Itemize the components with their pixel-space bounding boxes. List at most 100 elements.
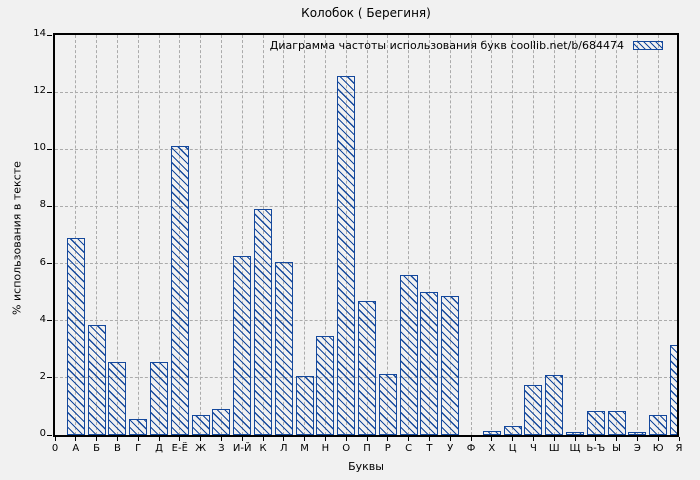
x-gridline (96, 35, 98, 435)
x-tick-label: Э (633, 443, 641, 454)
y-tick (47, 91, 52, 93)
y-tick-label: 4 (39, 313, 46, 325)
x-tick (512, 437, 514, 441)
bar (129, 419, 148, 435)
bar (503, 426, 522, 435)
y-tick-label: 0 (39, 428, 46, 439)
y-gridline (55, 148, 677, 150)
bar (170, 146, 189, 435)
x-tick-label: Ш (548, 443, 560, 454)
bar (108, 362, 127, 435)
x-tick (54, 437, 56, 441)
x-gridline (220, 35, 222, 435)
x-tick-label: Щ (569, 443, 581, 454)
x-tick (366, 437, 368, 441)
x-gridline (116, 35, 118, 435)
y-gridline (55, 91, 677, 93)
x-gridline (283, 35, 285, 435)
x-gridline (200, 35, 202, 435)
x-gridline (449, 35, 451, 435)
x-gridline (241, 35, 243, 435)
bar (66, 238, 85, 435)
x-tick-label: А (72, 443, 80, 454)
y-tick (47, 434, 52, 436)
bar (441, 296, 460, 435)
x-tick (304, 437, 306, 441)
x-tick (449, 437, 451, 441)
x-gridline (595, 35, 597, 435)
legend: Диаграмма частоты использования букв coo… (270, 39, 663, 52)
y-tick-label: 10 (33, 142, 46, 154)
x-tick (262, 437, 264, 441)
x-tick (283, 437, 285, 441)
x-gridline (324, 35, 326, 435)
bar (378, 374, 397, 435)
bar (524, 385, 543, 435)
legend-label: Диаграмма частоты использования букв coo… (269, 39, 624, 52)
bar (337, 76, 356, 435)
x-tick (345, 437, 347, 441)
y-tick (47, 263, 52, 265)
bar (233, 256, 252, 435)
y-tick (47, 205, 52, 207)
bar (649, 415, 668, 435)
y-tick-label: 12 (33, 85, 46, 97)
x-tick (137, 437, 139, 441)
y-tick (47, 320, 52, 322)
bar (212, 409, 231, 435)
x-tick-label: О (342, 443, 351, 454)
x-tick-label: М (300, 443, 309, 454)
bar (545, 375, 564, 435)
x-gridline (532, 35, 534, 435)
x-gridline (428, 35, 430, 435)
x-tick-label: Т (426, 443, 433, 454)
x-tick (179, 437, 181, 441)
x-tick-label: П (363, 443, 371, 454)
bar (150, 362, 168, 435)
x-gridline (553, 35, 555, 435)
x-tick-label: Ж (195, 443, 206, 454)
x-tick (387, 437, 389, 441)
y-tick-label: 8 (39, 199, 46, 211)
y-tick-label: 14 (33, 28, 46, 39)
x-gridline (366, 35, 368, 435)
bar (399, 275, 418, 435)
x-tick (574, 437, 576, 441)
x-tick (657, 437, 659, 441)
bar (482, 431, 501, 435)
x-tick-label: 0 (51, 443, 59, 454)
y-tick (47, 148, 52, 150)
x-gridline (75, 35, 77, 435)
x-gridline (304, 35, 306, 435)
bar (358, 301, 376, 435)
y-tick-label: 2 (39, 370, 46, 382)
bar (566, 432, 584, 435)
x-gridline (470, 35, 472, 435)
x-tick-label: Д (155, 443, 163, 454)
x-tick (116, 437, 118, 441)
x-gridline (408, 35, 410, 435)
x-gridline (158, 35, 160, 435)
x-tick (200, 437, 202, 441)
x-gridline (679, 35, 680, 435)
bar (628, 432, 647, 435)
y-axis-label: % использования в тексте (10, 161, 24, 315)
bar (254, 209, 272, 435)
x-tick-label: Ы (612, 443, 622, 454)
bar (586, 411, 605, 435)
x-gridline (137, 35, 139, 435)
x-tick (553, 437, 555, 441)
x-gridline (574, 35, 576, 435)
x-tick-label: Н (321, 443, 330, 454)
x-tick-label: Ю (652, 443, 664, 454)
y-tick-label: 6 (39, 256, 46, 268)
x-tick-label: Г (135, 443, 142, 454)
x-tick-label: В (113, 443, 121, 454)
x-tick (220, 437, 222, 441)
x-tick-label: Ц (508, 443, 517, 454)
x-tick-label: К (259, 443, 267, 454)
y-tick (47, 377, 52, 379)
x-tick-label: С (405, 443, 413, 454)
x-tick (96, 437, 98, 441)
